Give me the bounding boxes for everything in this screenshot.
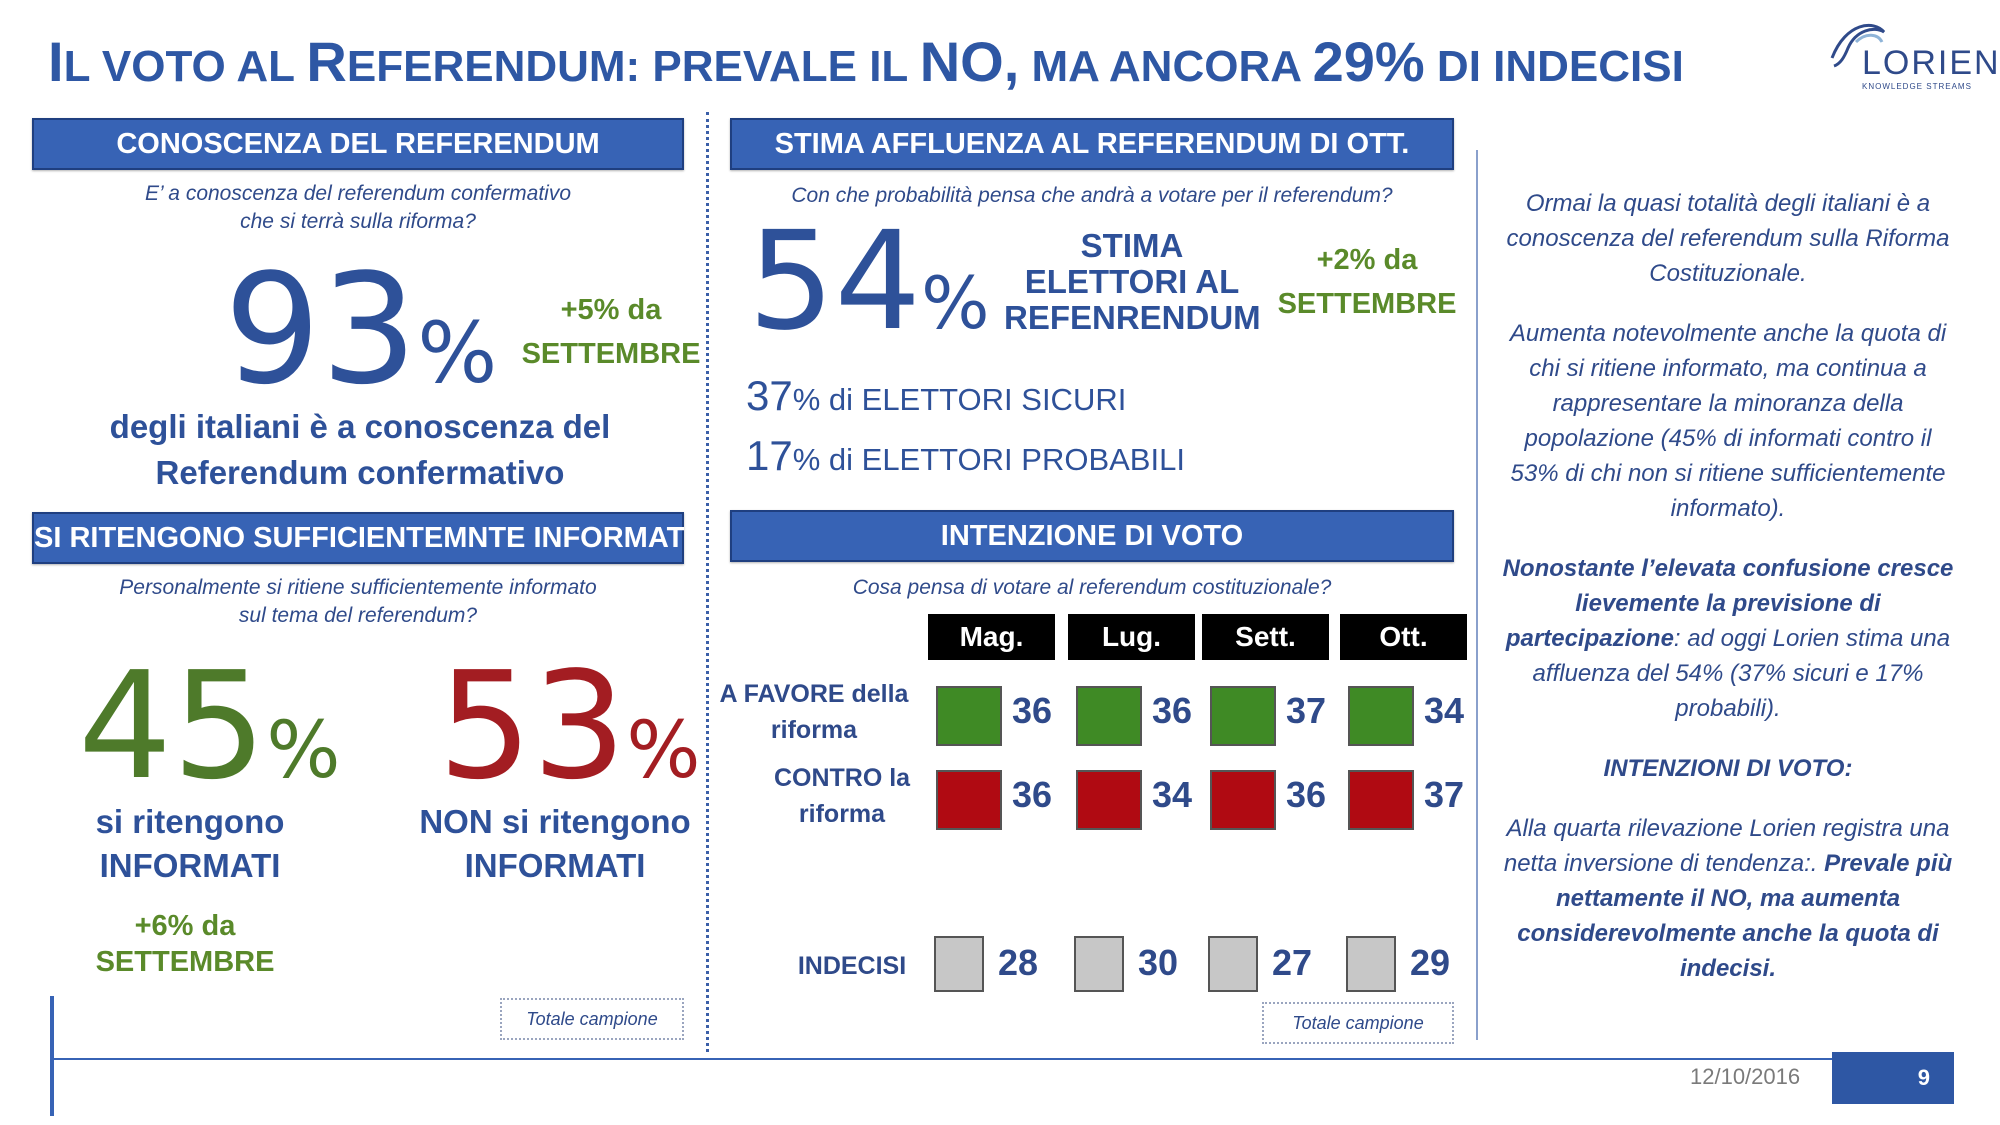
- favore-value-3: 34: [1424, 690, 1465, 731]
- logo-tagline: KNOWLEDGE STREAMS: [1862, 82, 1972, 91]
- favore-value-1: 36: [1152, 690, 1193, 731]
- contro-value-1: 34: [1152, 774, 1193, 815]
- informati-no-label: NON si ritengono INFORMATI: [419, 803, 691, 884]
- contro-square-3: [1348, 770, 1414, 830]
- indecisi-row-label: INDECISI: [797, 952, 907, 980]
- contro-value-2: 36: [1286, 774, 1327, 815]
- page-number: 9: [1832, 1052, 1954, 1104]
- column-header-1: Lug.: [1068, 614, 1195, 660]
- favore-square-0: [936, 686, 1002, 746]
- commentary-p4: INTENZIONI DI VOTO:: [1603, 755, 1853, 782]
- favore-square-2: [1210, 686, 1276, 746]
- column-header-2: Sett.: [1202, 614, 1329, 660]
- logo-wordmark: LORIEN: [1862, 44, 2000, 82]
- column-header-0: Mag.: [928, 614, 1055, 660]
- column-divider: [706, 112, 709, 1052]
- slide-title: IL VOTO AL REFERENDUM: PREVALE IL NO, MA…: [48, 30, 1684, 93]
- conoscenza-percentage: 93%: [224, 241, 498, 418]
- totale-campione-right: Totale campione: [1262, 1002, 1454, 1044]
- footer-date: 12/10/2016: [1690, 1064, 1801, 1089]
- intenzione-question: Cosa pensa di votare al referendum costi…: [852, 576, 1332, 599]
- informati-yes-label: si ritengono INFORMATI: [95, 803, 285, 884]
- commentary: Ormai la quasi totalità degli italiani è…: [1502, 186, 1954, 1011]
- indecisi-value-0: 28: [998, 942, 1039, 983]
- affluenza-delta: +2% da SETTEMBRE: [1277, 244, 1457, 320]
- affluenza-percentage: 54%: [748, 203, 990, 361]
- affluenza-label: STIMA ELETTORI AL REFENRENDUM: [1004, 227, 1261, 336]
- favore-value-0: 36: [1012, 690, 1053, 731]
- contro-value-3: 37: [1424, 774, 1465, 815]
- affluenza-question: Con che probabilità pensa che andrà a vo…: [791, 184, 1393, 207]
- indecisi-square-2: [1208, 936, 1258, 992]
- contro-row-label: CONTRO la riforma: [773, 764, 911, 828]
- affluenza-header: STIMA AFFLUENZA AL REFERENDUM DI OTT.: [730, 118, 1454, 170]
- contro-value-0: 36: [1012, 774, 1053, 815]
- conoscenza-question: E’ a conoscenza del referendum confermat…: [144, 182, 572, 233]
- informati-no-percentage: 53%: [438, 640, 701, 812]
- indecisi-square-1: [1074, 936, 1124, 992]
- right-column-divider: [1476, 150, 1478, 1040]
- indecisi-value-2: 27: [1272, 942, 1313, 983]
- lorien-swirl-icon: [1830, 24, 1886, 68]
- elettori-sicuri: 37% di ELETTORI SICURI: [746, 372, 1127, 419]
- favore-value-2: 37: [1286, 690, 1327, 731]
- informati-yes-percentage: 45%: [78, 640, 341, 812]
- commentary-p3: Nonostante l’elevata confusione cresce l…: [1502, 555, 1954, 722]
- favore-row-label: A FAVORE della riforma: [719, 680, 909, 744]
- conoscenza-delta: +5% da SETTEMBRE: [521, 294, 701, 370]
- informati-header: SI RITENGONO SUFFICIENTEMNTE INFORMATI: [32, 512, 692, 564]
- column-header-3: Ott.: [1340, 614, 1467, 660]
- favore-square-1: [1076, 686, 1142, 746]
- totale-campione-left: Totale campione: [500, 998, 684, 1040]
- contro-square-0: [936, 770, 1002, 830]
- footer-rule: [52, 1058, 1832, 1060]
- indecisi-square-3: [1346, 936, 1396, 992]
- commentary-p5: Alla quarta rilevazione Lorien registra …: [1503, 815, 1953, 982]
- commentary-p1: Ormai la quasi totalità degli italiani è…: [1506, 190, 1950, 287]
- elettori-probabili: 17% di ELETTORI PROBABILI: [746, 432, 1185, 479]
- footer-accent: [50, 996, 54, 1116]
- indecisi-value-3: 29: [1410, 942, 1451, 983]
- conoscenza-description: degli italiani è a conoscenza del Refere…: [109, 408, 611, 491]
- intenzione-header: INTENZIONE DI VOTO: [730, 510, 1454, 562]
- commentary-p2: Aumenta notevolmente anche la quota di c…: [1509, 320, 1947, 522]
- indecisi-square-0: [934, 936, 984, 992]
- indecisi-value-1: 30: [1138, 942, 1179, 983]
- favore-square-3: [1348, 686, 1414, 746]
- contro-square-1: [1076, 770, 1142, 830]
- informati-question: Personalmente si ritiene sufficientement…: [119, 576, 597, 627]
- conoscenza-header: CONOSCENZA DEL REFERENDUM: [32, 118, 684, 170]
- contro-square-2: [1210, 770, 1276, 830]
- informati-delta: +6% da SETTEMBRE: [95, 910, 275, 978]
